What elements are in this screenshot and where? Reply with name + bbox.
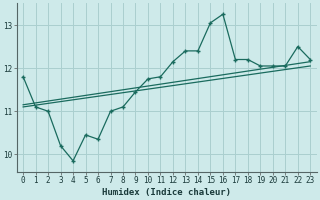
X-axis label: Humidex (Indice chaleur): Humidex (Indice chaleur) (102, 188, 231, 197)
